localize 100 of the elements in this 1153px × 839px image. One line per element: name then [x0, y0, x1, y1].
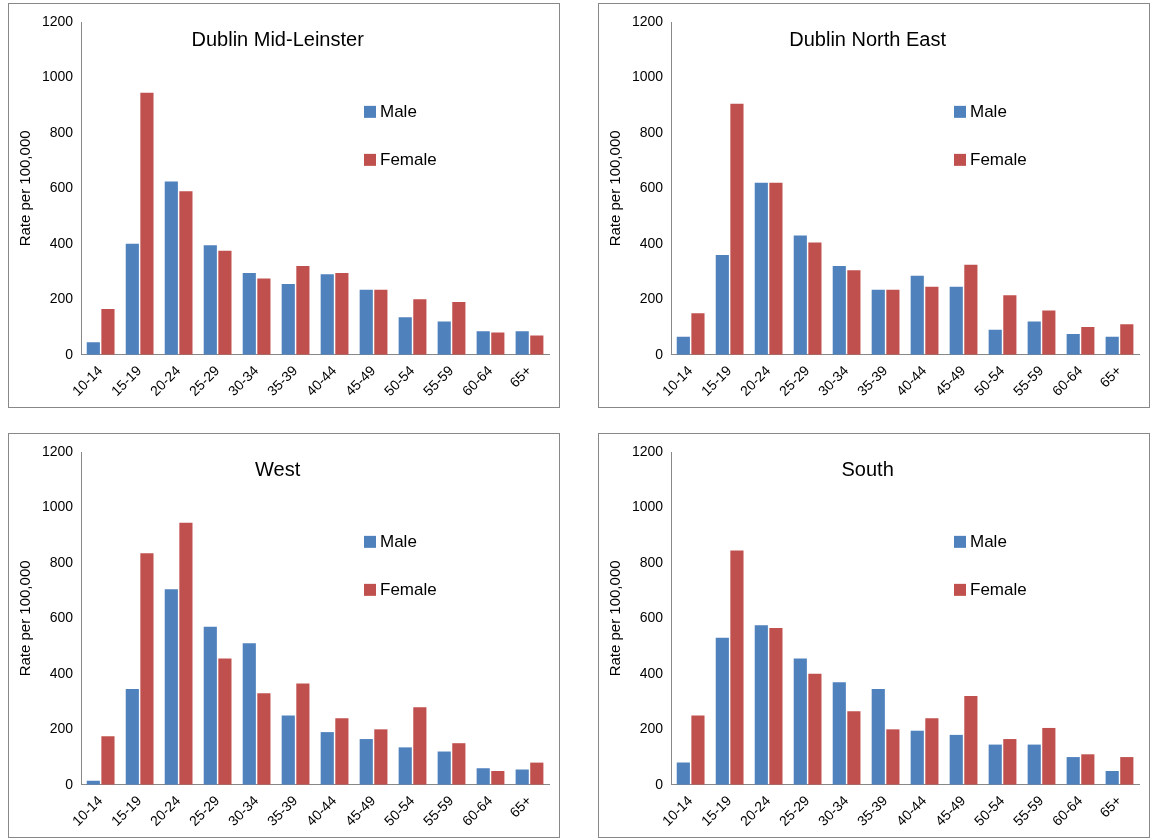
- bar: [281, 715, 295, 785]
- bar: [832, 682, 846, 785]
- y-tick-label: 0: [655, 775, 664, 792]
- bar: [964, 696, 978, 785]
- y-tick-label: 400: [639, 664, 664, 681]
- bar: [257, 693, 271, 785]
- bar: [988, 744, 1002, 785]
- bar: [452, 743, 466, 785]
- y-tick-label: 800: [49, 553, 74, 570]
- bar: [1081, 327, 1095, 355]
- bar: [1120, 324, 1134, 355]
- bar: [86, 342, 100, 355]
- bar: [676, 762, 690, 785]
- y-tick-label: 200: [49, 290, 74, 307]
- bar: [1003, 295, 1017, 355]
- y-tick-label: 800: [639, 553, 664, 570]
- bar: [140, 92, 154, 355]
- bar: [398, 747, 412, 785]
- y-tick-label: 1000: [631, 68, 664, 85]
- bar: [437, 751, 451, 785]
- y-tick-label: 1200: [41, 12, 74, 29]
- bar: [398, 317, 412, 355]
- bar: [871, 689, 885, 785]
- bar: [1105, 336, 1119, 355]
- bar: [125, 689, 139, 785]
- y-tick-label: 0: [655, 345, 664, 362]
- bar: [832, 266, 846, 355]
- bar: [359, 739, 373, 785]
- bar: [754, 182, 768, 355]
- y-axis-title: Rate per 100,000: [606, 130, 624, 247]
- bar: [281, 284, 295, 355]
- y-tick-label: 1200: [631, 442, 664, 459]
- y-axis-title: Rate per 100,000: [16, 130, 34, 247]
- bar: [179, 522, 193, 785]
- bar: [886, 729, 900, 785]
- bar: [374, 289, 388, 355]
- y-axis-title: Rate per 100,000: [606, 560, 624, 677]
- bar: [949, 734, 963, 785]
- bar: [476, 768, 490, 785]
- bar: [715, 254, 729, 355]
- bar: [1027, 321, 1041, 355]
- x-tick-label: 65+: [1096, 362, 1125, 391]
- bar: [691, 715, 705, 785]
- bar: [1066, 334, 1080, 355]
- legend-label: Female: [380, 149, 437, 169]
- bar: [949, 286, 963, 355]
- y-tick-label: 600: [639, 609, 664, 626]
- y-tick-label: 800: [49, 123, 74, 140]
- bar: [691, 313, 705, 355]
- bar: [1027, 744, 1041, 785]
- bar: [257, 278, 271, 355]
- bar: [374, 729, 388, 785]
- bar: [218, 658, 232, 785]
- bar: [676, 336, 690, 355]
- chart-title: Dublin North East: [789, 27, 947, 50]
- y-axis-title: Rate per 100,000: [16, 560, 34, 677]
- bar: [140, 553, 154, 785]
- legend-label: Female: [970, 579, 1027, 599]
- y-tick-label: 600: [49, 179, 74, 196]
- bar: [530, 762, 544, 785]
- legend-label: Male: [970, 531, 1007, 551]
- y-tick-label: 1000: [631, 498, 664, 515]
- bar: [164, 589, 178, 785]
- y-tick-label: 1200: [41, 442, 74, 459]
- bar: [203, 626, 217, 785]
- x-tick-label: 65+: [1096, 792, 1125, 821]
- bar: [754, 625, 768, 785]
- bar: [491, 770, 505, 785]
- bar: [491, 332, 505, 355]
- bar: [452, 302, 466, 355]
- y-tick-label: 1000: [41, 498, 74, 515]
- bar: [925, 718, 939, 785]
- y-tick-label: 400: [49, 664, 74, 681]
- bar: [925, 286, 939, 355]
- bar: [437, 321, 451, 355]
- y-tick-label: 200: [49, 720, 74, 737]
- bar: [847, 711, 861, 785]
- bar: [179, 191, 193, 355]
- y-tick-label: 0: [65, 775, 74, 792]
- bar: [530, 335, 544, 355]
- bar: [1105, 770, 1119, 785]
- bar: [847, 270, 861, 355]
- y-tick-label: 600: [49, 609, 74, 626]
- bar: [320, 732, 334, 785]
- bar: [1120, 757, 1134, 785]
- y-tick-label: 1000: [41, 68, 74, 85]
- bar: [1003, 739, 1017, 785]
- bar: [515, 331, 529, 355]
- y-tick-label: 400: [639, 234, 664, 251]
- bar: [164, 181, 178, 355]
- y-tick-label: 200: [639, 290, 664, 307]
- y-tick-label: 400: [49, 234, 74, 251]
- y-tick-label: 600: [639, 179, 664, 196]
- y-tick-label: 800: [639, 123, 664, 140]
- bar: [359, 289, 373, 355]
- bar: [793, 235, 807, 355]
- bar: [218, 250, 232, 355]
- x-tick-label: 65+: [506, 792, 535, 821]
- bar: [1066, 757, 1080, 785]
- chart-title: South: [841, 457, 894, 480]
